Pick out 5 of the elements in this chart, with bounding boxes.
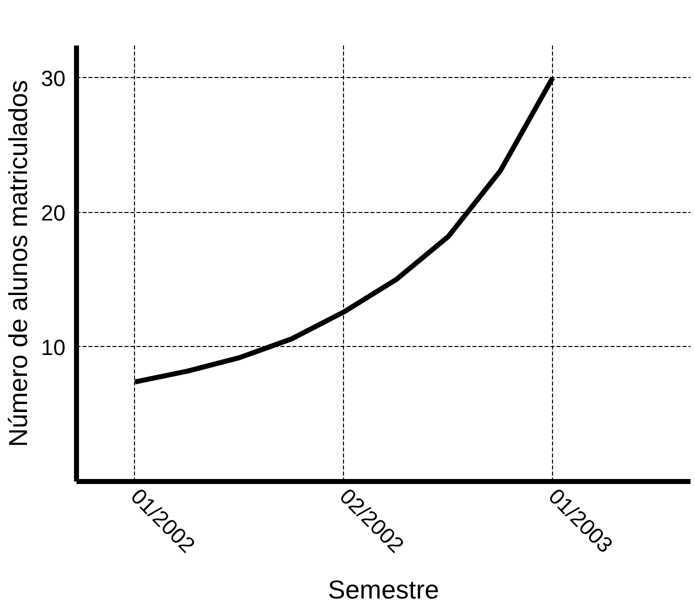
y-axis-title: Número de alunos matriculados (3, 80, 34, 448)
y-tick-label: 30 (41, 66, 66, 91)
y-tick-label: 10 (41, 334, 66, 360)
x-axis-title: Semestre (328, 574, 440, 604)
y-tick-label: 20 (41, 200, 66, 226)
